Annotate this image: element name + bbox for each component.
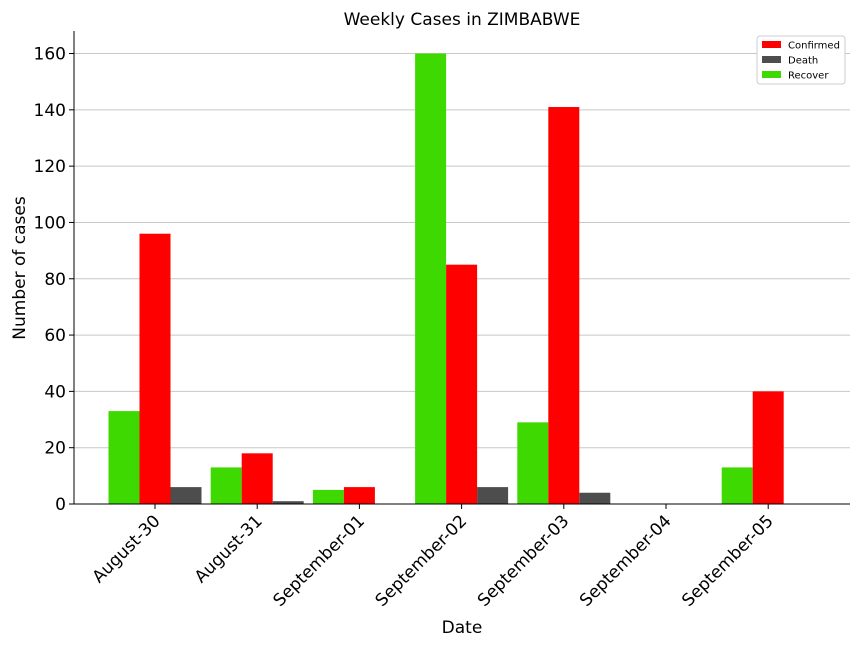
y-axis-title: Number of cases — [10, 196, 30, 340]
bar-recover — [721, 467, 753, 504]
y-ticks: 0 20 40 60 80 100 120 140 160 — [34, 45, 74, 515]
bar-confirmed — [446, 264, 478, 504]
bar-recover — [517, 422, 549, 504]
legend: Confirmed Death Recover — [756, 35, 846, 85]
x-tick-label: September-03 — [474, 511, 573, 610]
x-tick-label: September-02 — [372, 511, 471, 610]
x-tick-label: September-04 — [576, 511, 675, 610]
legend-label-death: Death — [788, 56, 818, 67]
x-tick-label: September-05 — [678, 511, 777, 610]
bar-confirmed — [241, 453, 273, 504]
legend-label-recover: Recover — [788, 71, 829, 82]
legend-swatch-confirmed — [762, 41, 781, 48]
x-tick-label: August-30 — [89, 511, 165, 587]
y-tick-label: 100 — [34, 213, 66, 233]
bars — [108, 53, 784, 505]
bar-confirmed — [752, 391, 784, 504]
bar-recover — [312, 489, 344, 504]
bar-confirmed — [548, 107, 580, 505]
y-tick-label: 140 — [34, 101, 66, 121]
y-tick-label: 40 — [44, 382, 66, 402]
bar-death — [170, 487, 202, 504]
bar-confirmed — [343, 487, 375, 504]
bar-recover — [415, 53, 447, 505]
x-tick-label: August-31 — [191, 511, 267, 587]
y-tick-label: 160 — [34, 45, 66, 65]
bar-death — [477, 487, 509, 504]
x-tick-label: September-01 — [269, 511, 368, 610]
bar-recover — [210, 467, 242, 504]
chart-title: Weekly Cases in ZIMBABWE — [344, 10, 581, 30]
bar-recover — [108, 411, 140, 504]
y-tick-label: 0 — [55, 495, 66, 515]
x-axis-title: Date — [442, 618, 483, 638]
y-tick-label: 120 — [34, 157, 66, 177]
legend-swatch-recover — [762, 71, 781, 78]
bar-death — [579, 492, 611, 504]
y-tick-label: 60 — [44, 326, 66, 346]
bar-death — [272, 501, 304, 504]
y-tick-label: 80 — [44, 270, 66, 290]
y-tick-label: 20 — [44, 439, 66, 459]
legend-swatch-death — [762, 56, 781, 63]
x-ticks: August-30 August-31 September-01 September-… — [89, 504, 778, 611]
legend-label-confirmed: Confirmed — [788, 41, 840, 52]
bar-confirmed — [139, 233, 171, 504]
